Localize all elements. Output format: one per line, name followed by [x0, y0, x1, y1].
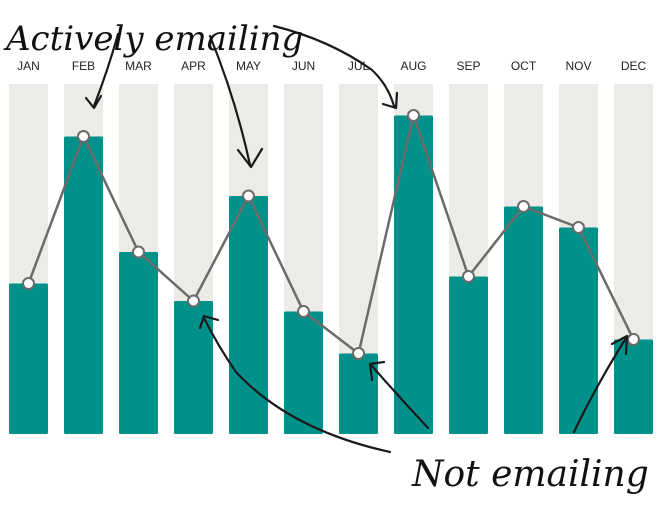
arrow-to-dec	[572, 336, 628, 434]
point-may	[242, 189, 255, 203]
annotations: Actively emailing Not emailing	[3, 19, 649, 495]
point-apr	[187, 294, 200, 308]
month-label-jul: JUL	[348, 59, 370, 73]
point-oct	[517, 200, 530, 213]
arrow-to-may-head	[236, 147, 264, 169]
bars	[9, 115, 653, 434]
month-label-may: MAY	[236, 59, 261, 73]
bar-feb	[64, 136, 103, 434]
bar-dec	[614, 339, 653, 434]
month-label-jan: JAN	[17, 59, 40, 73]
month-label-apr: APR	[181, 59, 206, 73]
point-dec	[627, 333, 640, 346]
month-label-feb: FEB	[72, 59, 95, 73]
arrow-to-feb-head	[84, 94, 103, 110]
annotation-actively-emailing: Actively emailing	[3, 19, 303, 59]
bar-mar	[119, 252, 158, 434]
arrow-to-aug	[272, 24, 396, 108]
arrow-to-jul	[370, 364, 430, 430]
arrow-to-may	[208, 34, 252, 167]
month-label-jun: JUN	[292, 59, 315, 73]
bar-jan	[9, 283, 48, 434]
month-label-mar: MAR	[125, 59, 152, 73]
point-jul	[352, 347, 365, 360]
point-aug	[407, 109, 420, 122]
point-sep	[462, 270, 475, 283]
bar-jun	[284, 311, 323, 434]
month-label-aug: AUG	[400, 59, 426, 73]
arrow-to-feb	[92, 32, 120, 108]
bar-jul	[339, 353, 378, 434]
background-columns	[9, 84, 653, 434]
bar-aug	[394, 115, 433, 434]
point-jun	[297, 305, 310, 318]
bar-oct	[504, 206, 543, 434]
arrow-to-dec-head	[610, 334, 629, 356]
arrow-to-apr	[202, 316, 392, 454]
bar-nov	[559, 227, 598, 434]
arrow-to-aug-head	[381, 91, 399, 110]
point-jan	[22, 277, 35, 290]
trend-line	[22, 109, 640, 360]
trend-polyline	[27, 114, 635, 355]
point-feb	[77, 130, 90, 143]
annotation-arrows	[84, 24, 629, 454]
annotation-not-emailing: Not emailing	[411, 454, 649, 495]
month-label-dec: DEC	[621, 59, 647, 73]
arrow-to-jul-head	[368, 360, 386, 382]
bar-apr	[174, 301, 213, 434]
arrow-to-apr-head	[198, 314, 220, 330]
month-label-nov: NOV	[565, 59, 591, 73]
month-label-sep: SEP	[456, 59, 480, 73]
month-labels: JAN FEB MAR APR MAY JUN JUL AUG SEP OCT NOV DEC	[17, 59, 646, 73]
point-nov	[572, 221, 585, 234]
bar-sep	[449, 276, 488, 434]
bar-may	[229, 196, 268, 434]
month-label-oct: OCT	[511, 59, 537, 73]
point-mar	[132, 245, 145, 259]
